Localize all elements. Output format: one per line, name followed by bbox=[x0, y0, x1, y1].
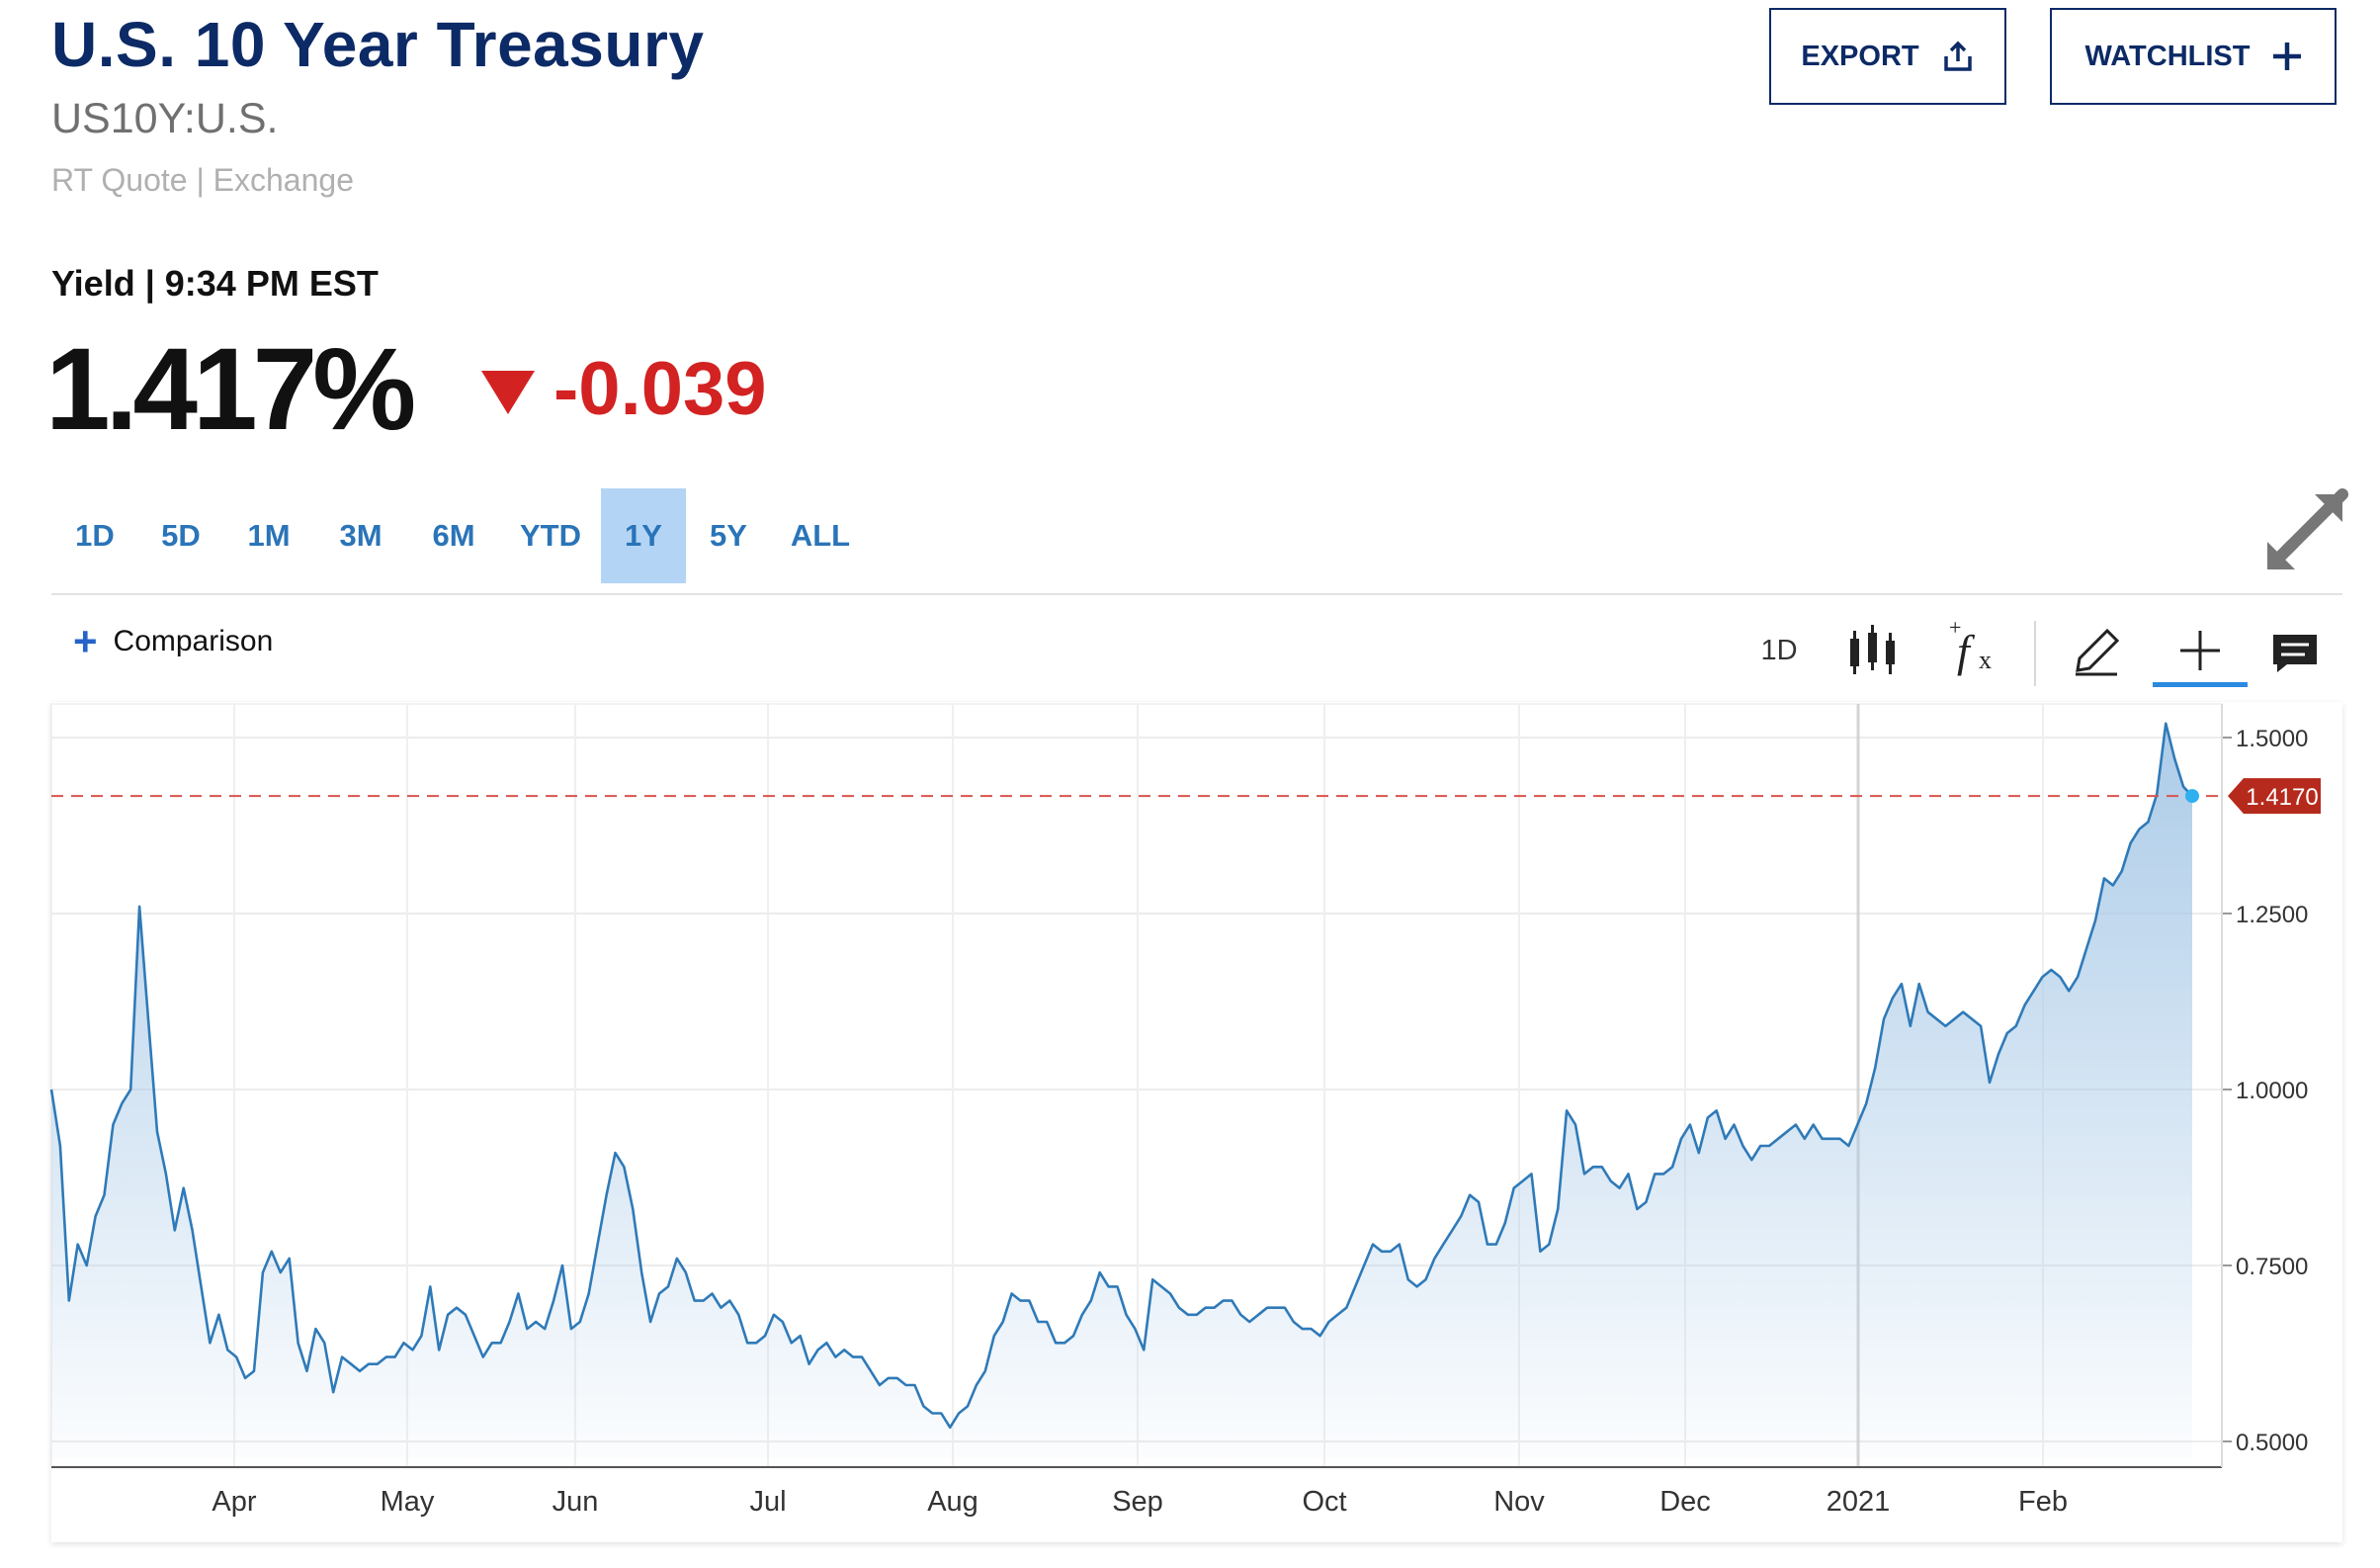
current-value-dot bbox=[2185, 789, 2199, 804]
ticker-symbol: US10Y:U.S. bbox=[51, 95, 279, 142]
y-tick-label: 1.5000 bbox=[2236, 726, 2308, 752]
last-price: 1.417% bbox=[45, 324, 416, 455]
toolbar-separator bbox=[2034, 621, 2036, 686]
x-tick-label: Jul bbox=[749, 1486, 786, 1518]
expand-icon[interactable] bbox=[2257, 484, 2352, 579]
page-title: U.S. 10 Year Treasury bbox=[51, 9, 705, 80]
watchlist-label: WATCHLIST bbox=[2084, 40, 2251, 72]
x-tick-label: Aug bbox=[927, 1486, 978, 1518]
y-tick-label: 0.7500 bbox=[2236, 1254, 2308, 1280]
y-tick-label: 1.2500 bbox=[2236, 902, 2308, 928]
watchlist-button[interactable]: WATCHLIST bbox=[2050, 8, 2337, 105]
divider bbox=[51, 593, 2342, 595]
y-tick-label: 1.0000 bbox=[2236, 1078, 2308, 1104]
series-line bbox=[49, 722, 2193, 1430]
x-tick-label: Jun bbox=[552, 1486, 599, 1518]
interval-selector[interactable]: 1D bbox=[1760, 634, 1798, 666]
add-comparison-icon: + bbox=[73, 618, 98, 664]
x-tick-label: Apr bbox=[212, 1486, 256, 1518]
comparison-button[interactable]: + Comparison bbox=[73, 618, 274, 664]
range-3m[interactable]: 3M bbox=[339, 518, 382, 553]
range-1m[interactable]: 1M bbox=[247, 518, 291, 553]
export-button[interactable]: EXPORT bbox=[1769, 8, 2006, 105]
export-label: EXPORT bbox=[1801, 40, 1919, 72]
range-1d[interactable]: 1D bbox=[75, 518, 115, 553]
draw-pencil-icon[interactable] bbox=[2066, 613, 2125, 688]
time-range-tabs: 1D 5D 1M 3M 6M YTD 1Y 5Y ALL bbox=[51, 488, 870, 583]
range-1y[interactable]: 1Y bbox=[601, 488, 686, 583]
plus-icon bbox=[2272, 43, 2301, 70]
price-change: -0.039 bbox=[553, 347, 767, 431]
current-value-label: 1.4170 bbox=[2246, 784, 2318, 811]
x-tick-label: Dec bbox=[1659, 1486, 1711, 1518]
quote-source: RT Quote | Exchange bbox=[51, 162, 354, 198]
svg-text:+: + bbox=[1949, 615, 1961, 640]
series-area bbox=[51, 723, 2192, 1459]
x-tick-label: 2021 bbox=[1827, 1486, 1891, 1518]
candlestick-icon[interactable] bbox=[1842, 613, 1902, 688]
svg-text:x: x bbox=[1979, 646, 1992, 674]
export-icon bbox=[1943, 41, 1972, 71]
range-ytd[interactable]: YTD bbox=[520, 518, 581, 553]
current-value-tag bbox=[2228, 778, 2321, 815]
x-tick-label: Feb bbox=[2018, 1486, 2068, 1518]
x-tick-label: May bbox=[381, 1486, 435, 1518]
range-5d[interactable]: 5D bbox=[161, 518, 201, 553]
range-5y[interactable]: 5Y bbox=[710, 518, 747, 553]
down-arrow-icon bbox=[481, 371, 535, 414]
comment-icon[interactable] bbox=[2265, 613, 2325, 688]
range-all[interactable]: ALL bbox=[790, 518, 851, 553]
indicator-fx-icon[interactable]: + f x bbox=[1945, 613, 2004, 688]
x-tick-label: Sep bbox=[1112, 1486, 1163, 1518]
x-tick-label: Oct bbox=[1302, 1486, 1346, 1518]
active-tool-indicator bbox=[2153, 682, 2248, 687]
crosshair-icon[interactable] bbox=[2170, 613, 2230, 688]
x-tick-label: Nov bbox=[1493, 1486, 1545, 1518]
comparison-label: Comparison bbox=[113, 625, 274, 657]
y-tick-label: 0.5000 bbox=[2236, 1430, 2308, 1456]
range-6m[interactable]: 6M bbox=[432, 518, 475, 553]
yield-label: Yield | 9:34 PM EST bbox=[51, 263, 379, 304]
